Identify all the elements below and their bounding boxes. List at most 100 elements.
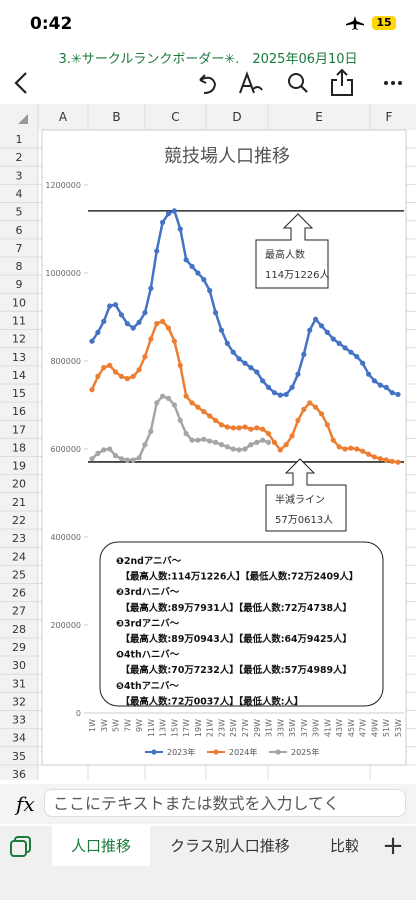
data-point: [154, 321, 160, 327]
row-header: 12: [12, 333, 26, 346]
x-tick-label: 11W: [147, 719, 156, 737]
file-title: 3.✳サークルランクボーダー✳. 2025年06月10日: [58, 52, 358, 67]
data-point: [318, 411, 325, 417]
x-tick-label: 49W: [370, 719, 379, 737]
note-line: ❸3rdアニバ〜: [116, 618, 180, 629]
data-point: [271, 439, 278, 445]
x-tick-label: 17W: [182, 719, 191, 737]
data-point: [165, 395, 172, 401]
data-point: [265, 384, 272, 390]
x-tick-label: 39W: [312, 719, 321, 737]
data-point: [371, 378, 378, 384]
callout-title: 半減ライン: [275, 493, 325, 506]
draw-button[interactable]: [239, 71, 263, 94]
add-sheet[interactable]: +: [382, 831, 404, 861]
note-line: 【最高人数:89万7931人】【最低人数:72万4738人】: [116, 602, 352, 614]
data-point: [160, 318, 166, 324]
legend-marker: [275, 749, 281, 755]
y-tick-label: 1200000: [45, 181, 81, 190]
more-button[interactable]: [384, 81, 402, 85]
note-line: ❹4thハニバ〜: [116, 650, 180, 661]
data-point: [148, 285, 154, 291]
row-header: 36: [12, 768, 26, 780]
row-header: 31: [12, 677, 26, 690]
sheets-icon[interactable]: [10, 836, 32, 858]
fx-icon: fx: [16, 792, 35, 816]
data-point: [295, 371, 301, 377]
row-header: 26: [12, 587, 26, 600]
column-header: E: [315, 110, 323, 124]
data-point: [183, 257, 189, 263]
data-point: [260, 378, 266, 384]
data-point: [365, 371, 372, 377]
sheet-tab[interactable]: 人口推移: [52, 826, 150, 866]
row-header: 2: [16, 151, 23, 164]
callout: [255, 213, 329, 289]
y-tick-label: 400000: [50, 533, 81, 542]
chart-title: 競技場人口推移: [164, 146, 290, 167]
row-header: 4: [16, 187, 23, 200]
sheet-tab[interactable]: 比較: [330, 837, 358, 855]
data-point: [142, 442, 148, 448]
note-line: 【最高人数:72万0037人】【最低人数:人】: [116, 695, 303, 707]
data-point: [318, 323, 325, 329]
data-point: [101, 365, 107, 371]
data-point: [212, 439, 219, 445]
row-header: 32: [12, 695, 26, 708]
x-tick-label: 31W: [265, 719, 274, 737]
data-point: [218, 442, 225, 448]
x-tick-label: 19W: [194, 719, 203, 737]
row-header: 28: [12, 623, 26, 636]
data-point: [377, 456, 383, 462]
row-header: 21: [12, 496, 26, 509]
data-point: [183, 393, 189, 399]
x-tick-label: 15W: [170, 719, 179, 737]
data-point: [248, 442, 254, 448]
search-button[interactable]: [288, 73, 308, 93]
x-tick-label: 45W: [347, 719, 356, 737]
data-point: [107, 303, 113, 309]
data-point: [171, 338, 177, 344]
sheet-tab[interactable]: クラス別人口推移: [170, 837, 290, 855]
x-tick-label: 51W: [382, 719, 391, 737]
data-point: [107, 362, 113, 368]
back-button[interactable]: [14, 72, 27, 94]
note-line: 【最高人数:89万0943人】【最低人数:64万9425人】: [116, 633, 352, 645]
data-point: [336, 340, 342, 346]
column-header: C: [171, 110, 179, 124]
undo-button[interactable]: [199, 74, 217, 94]
data-point: [389, 390, 395, 396]
data-point: [95, 329, 101, 335]
data-point: [218, 327, 225, 333]
row-header: 6: [16, 224, 23, 237]
data-point: [148, 336, 154, 342]
data-point: [330, 437, 336, 443]
data-point: [230, 425, 236, 431]
x-tick-label: 27W: [241, 719, 250, 737]
formula-bar: fx ここにテキストまたは数式を入力してく: [0, 784, 416, 824]
x-tick-label: 23W: [217, 719, 226, 737]
data-point: [201, 436, 207, 442]
row-header: 34: [12, 732, 26, 745]
data-point: [107, 446, 113, 452]
share-button[interactable]: [331, 68, 353, 96]
callout-title: 最高人数: [265, 248, 305, 261]
row-header: 20: [12, 478, 26, 491]
x-tick-label: 3W: [100, 719, 109, 732]
data-point: [301, 351, 307, 357]
row-header: 27: [12, 605, 26, 618]
formula-input[interactable]: ここにテキストまたは数式を入力してく: [44, 789, 406, 817]
data-point: [371, 454, 378, 460]
row-header-bg: [0, 130, 38, 780]
data-point: [260, 426, 266, 432]
data-point: [195, 404, 201, 410]
data-point: [395, 459, 401, 465]
data-point: [201, 277, 207, 283]
data-point: [336, 444, 342, 450]
grid: 1234567891011121314151617181920212223242…: [0, 104, 416, 784]
data-point: [112, 302, 119, 308]
data-point: [236, 447, 242, 453]
data-point: [377, 382, 383, 388]
toolbar-icons: [14, 68, 402, 96]
